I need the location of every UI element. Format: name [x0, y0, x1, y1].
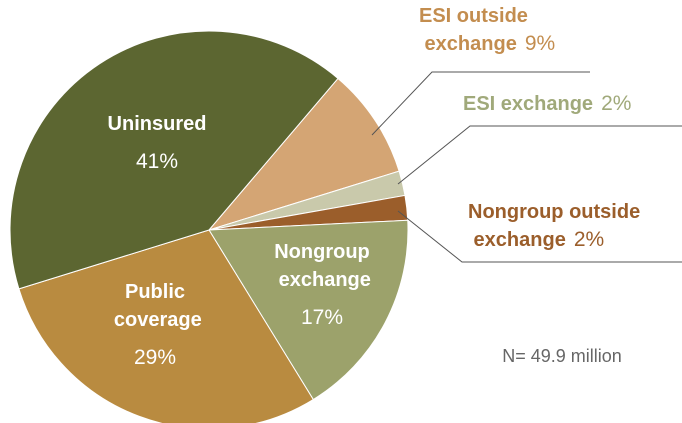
leader-line: [371, 71, 590, 136]
pie-slice: [207, 77, 400, 231]
slice-label: Public coverage 29%: [108, 281, 201, 369]
pie-slice: [208, 219, 409, 401]
slice-value-label: 2%: [601, 92, 631, 115]
slice-name: ESI outside exchange: [419, 5, 528, 55]
slice-name: Nongroup exchange: [273, 241, 371, 291]
slice-value-label: 2%: [574, 228, 604, 251]
slice-label: ESI exchange 2%: [463, 92, 631, 115]
slice-label: ESI outside exchange 9%: [419, 5, 555, 55]
label-line: exchange: [419, 33, 517, 55]
slice-label: Uninsured 41%: [108, 113, 207, 173]
leader-line: [397, 125, 682, 185]
slice-value-label: 41%: [136, 150, 178, 173]
label-line: exchange: [273, 269, 371, 291]
slice-name: Nongroup outside exchange: [468, 201, 640, 251]
slice-label: Nongroup exchange 17%: [273, 241, 371, 329]
label-line: Public: [125, 281, 185, 303]
pie-slice: [9, 30, 339, 290]
slice-name: Public coverage: [108, 281, 201, 331]
slice-name: Uninsured: [108, 113, 207, 135]
label-line: Nongroup outside: [468, 201, 640, 223]
slice-name: ESI exchange: [463, 93, 593, 115]
label-line: coverage: [108, 309, 201, 331]
slice-value-label: 17%: [301, 306, 343, 329]
label-line: Nongroup: [274, 241, 370, 263]
slice-label: Nongroup outside exchange 2%: [468, 201, 640, 251]
label-line: ESI outside: [419, 5, 528, 27]
note: N= 49.9 million: [502, 346, 622, 366]
slice-value-label: 9%: [525, 32, 555, 55]
leader-line: [397, 210, 682, 263]
pie-slice: [18, 229, 314, 423]
label-line: Uninsured: [108, 113, 207, 135]
slice-value-label: 29%: [134, 346, 176, 369]
label-line: exchange: [468, 229, 566, 251]
label-line: ESI exchange: [463, 93, 593, 115]
